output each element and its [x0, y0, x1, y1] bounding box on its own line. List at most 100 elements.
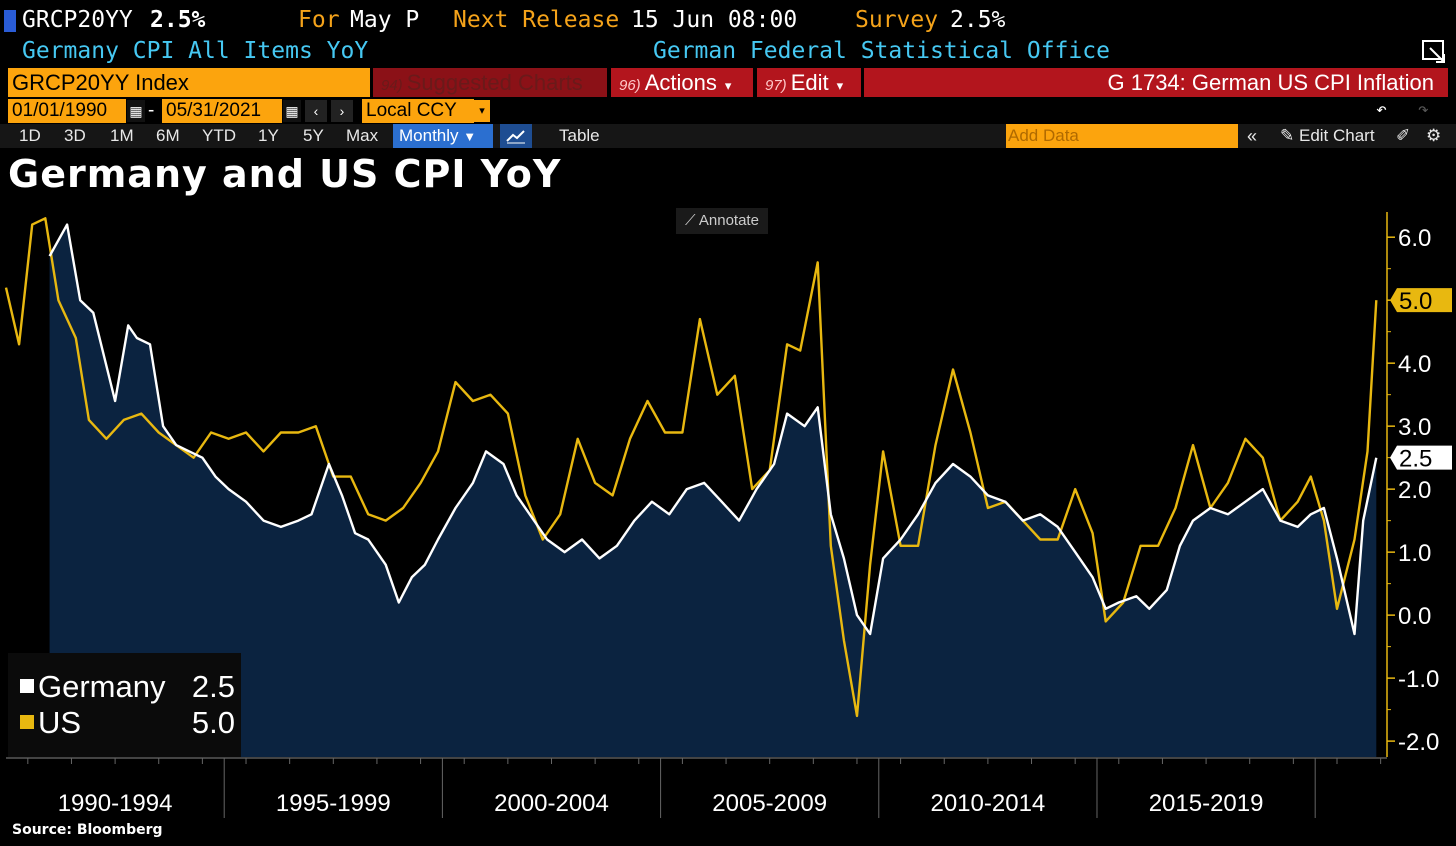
range-1y[interactable]: 1Y: [258, 126, 279, 145]
svg-text:5.0: 5.0: [1399, 288, 1432, 315]
legend-value-germany: 2.5: [191, 669, 235, 704]
annotate-button[interactable]: ⟋ Annotate: [676, 208, 768, 234]
currency-select[interactable]: Local CCY: [362, 99, 474, 123]
security-description: Germany CPI All Items YoY: [22, 38, 369, 64]
y-tick-label: -1.0: [1398, 666, 1439, 693]
range-5y[interactable]: 5Y: [303, 126, 324, 145]
edit-num: 97): [765, 77, 787, 94]
y-tick-label: 6.0: [1398, 225, 1431, 252]
legend-swatch-us: [20, 714, 34, 729]
x-category-label: 2010-2014: [930, 790, 1045, 817]
pencil-icon: ✎: [1280, 126, 1295, 145]
chart-axes: 6.05.04.03.02.01.00.0-1.0-2.05.02.51990-…: [6, 212, 1452, 818]
x-category-label: 1990-1994: [58, 790, 173, 817]
next-release-label: Next Release: [453, 7, 620, 33]
range-max[interactable]: Max: [346, 126, 379, 145]
currency-chevron-icon[interactable]: ▾: [474, 100, 490, 122]
end-date-input[interactable]: 05/31/2021: [162, 99, 282, 123]
suggested-label: Suggested Charts: [406, 70, 583, 95]
gear-icon[interactable]: ⚙: [1426, 126, 1442, 145]
start-date-input[interactable]: 01/01/1990: [8, 99, 126, 123]
y-tick-label: 2.0: [1398, 477, 1431, 504]
range-toolbar: 1D 3D 1M 6M YTD 1Y 5Y Max Monthly ▼ Tabl…: [0, 124, 1456, 148]
chart-lines: [4, 217, 1378, 718]
for-value: May P: [350, 7, 420, 33]
range-ytd[interactable]: YTD: [202, 126, 236, 145]
annotate-label: Annotate: [698, 212, 759, 229]
chart-title: Germany and US CPI YoY: [8, 152, 562, 196]
range-3d[interactable]: 3D: [64, 126, 86, 145]
date-separator: -: [148, 100, 155, 121]
source-note: Source: Bloomberg: [12, 822, 163, 838]
us-last-value-tag: 5.0: [1390, 288, 1452, 315]
chart-toolbar: GRCP20YY Index 94) Suggested Charts 96) Ac…: [0, 68, 1456, 97]
x-category-label: 1995-1999: [276, 790, 391, 817]
y-tick-label: -2.0: [1398, 729, 1439, 756]
edit-menu[interactable]: 97) Edit ▾: [757, 68, 861, 97]
x-category-label: 2005-2009: [712, 790, 827, 817]
legend-label-us: US: [38, 705, 82, 740]
prev-arrow-icon[interactable]: ‹: [305, 100, 327, 122]
suggested-num: 94): [381, 77, 403, 94]
next-release-value: 15 Jun 08:00: [631, 7, 798, 33]
actions-num: 96): [619, 77, 641, 94]
for-label: For: [298, 7, 340, 33]
survey-value: 2.5%: [950, 7, 1006, 33]
survey-label: Survey: [855, 7, 939, 33]
security-description-row: Germany CPI All Items YoY German Federal…: [0, 36, 1456, 66]
period-select[interactable]: Monthly ▼: [393, 124, 493, 148]
actions-label: Actions: [644, 70, 717, 95]
edit-label: Edit: [790, 70, 829, 95]
svg-text:2.5: 2.5: [1399, 446, 1432, 473]
germany-line: [48, 223, 1378, 636]
security-input[interactable]: GRCP20YY Index: [8, 68, 370, 97]
legend-item-germany[interactable]: Germany 2.5: [20, 669, 235, 705]
date-range-row: 01/01/1990 ▦ - 05/31/2021 ▦ ‹ › Local CC…: [0, 99, 1456, 123]
redo-icon: ↷: [1418, 99, 1429, 120]
y-tick-label: 4.0: [1398, 351, 1431, 378]
edit-chevron-icon: ▾: [836, 78, 844, 93]
legend-item-us[interactable]: US 5.0: [20, 705, 235, 741]
undo-icon[interactable]: ↶: [1376, 99, 1387, 120]
y-tick-label: 0.0: [1398, 603, 1431, 630]
range-6m[interactable]: 6M: [156, 126, 180, 145]
period-chevron-icon: ▼: [463, 129, 477, 144]
x-category-label: 2015-2019: [1149, 790, 1264, 817]
chart-name: G 1734: German US CPI Inflation: [864, 68, 1448, 97]
us-line: [4, 217, 1378, 718]
chart-legend: Germany 2.5 US 5.0: [8, 653, 241, 757]
legend-value-us: 5.0: [191, 705, 235, 740]
line-chart-icon[interactable]: [500, 124, 532, 148]
y-tick-label: 3.0: [1398, 414, 1431, 441]
security-header: GRCP20YY 2.5% For May P Next Release 15 …: [0, 4, 1456, 36]
legend-swatch-germany: [20, 678, 34, 693]
edit-chart-button[interactable]: ✎ Edit Chart: [1280, 124, 1375, 148]
suggested-charts-button[interactable]: 94) Suggested Charts: [373, 68, 607, 97]
x-category-label: 2000-2004: [494, 790, 609, 817]
calendar-icon[interactable]: ▦: [283, 100, 301, 122]
ticker-label[interactable]: GRCP20YY: [22, 7, 133, 33]
period-label: Monthly: [399, 126, 459, 145]
collapse-icon[interactable]: «: [1247, 126, 1258, 146]
legend-label-germany: Germany: [38, 669, 166, 704]
germany-last-value-tag: 2.5: [1390, 445, 1452, 473]
last-value: 2.5%: [150, 7, 206, 33]
security-color-marker: [4, 10, 16, 32]
expand-icon[interactable]: [1420, 38, 1450, 66]
add-data-input[interactable]: Add Data: [1006, 124, 1238, 148]
edit-icon[interactable]: ✐: [1396, 126, 1411, 145]
next-arrow-icon[interactable]: ›: [331, 100, 353, 122]
germany-area: [49, 224, 1377, 758]
germany-area-fill: [49, 224, 1377, 758]
edit-chart-label: Edit Chart: [1298, 126, 1375, 145]
annotate-icon: ⟋: [685, 212, 696, 229]
table-button[interactable]: Table: [559, 126, 600, 145]
range-1d[interactable]: 1D: [19, 126, 41, 145]
actions-menu[interactable]: 96) Actions ▾: [611, 68, 753, 97]
calendar-icon[interactable]: ▦: [127, 100, 145, 122]
y-tick-label: 1.0: [1398, 540, 1431, 567]
actions-chevron-icon: ▾: [724, 78, 732, 93]
source-agency: German Federal Statistical Office: [653, 38, 1110, 64]
range-1m[interactable]: 1M: [110, 126, 134, 145]
